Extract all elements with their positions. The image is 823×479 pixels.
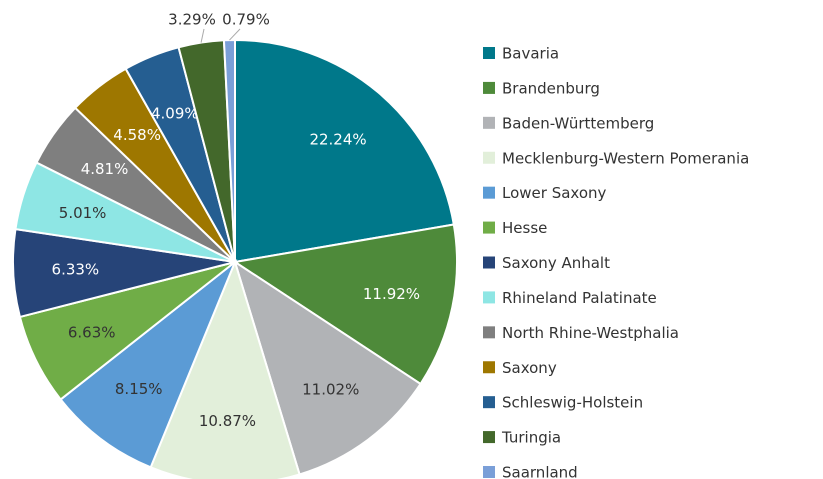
pie-slice	[232, 223, 458, 386]
legend-label: Hesse	[502, 219, 547, 237]
data-label: 3.29%	[168, 11, 216, 29]
legend-label: Bavaria	[502, 45, 559, 63]
legend-label: Turingia	[501, 429, 561, 447]
legend-swatch	[483, 221, 495, 234]
data-label: 22.24%	[309, 130, 366, 148]
pie-slice	[149, 259, 301, 479]
legend-swatch	[483, 361, 495, 374]
legend-label: Saarnland	[502, 464, 578, 479]
legend-swatch	[483, 116, 495, 129]
data-label: 4.58%	[113, 126, 161, 144]
data-label: 8.15%	[115, 380, 163, 398]
data-label: 0.79%	[222, 11, 270, 29]
legend-label: Brandenburg	[502, 79, 600, 97]
legend-label: Mecklenburg-Western Pomerania	[502, 149, 749, 167]
legend-label: Rhineland Palatinate	[502, 289, 657, 307]
legend-label: North Rhine-Westphalia	[502, 324, 679, 342]
data-label: 4.09%	[151, 104, 199, 122]
leader-line	[200, 28, 205, 43]
legend-label: Saxony Anhalt	[502, 254, 610, 272]
legend-swatch	[483, 466, 495, 478]
legend-swatch	[483, 291, 495, 304]
leader-line	[229, 28, 241, 41]
legend-label: Baden-Württemberg	[502, 114, 654, 132]
legend-swatch	[483, 256, 495, 269]
legend-swatch	[483, 326, 495, 339]
legend-swatch	[483, 81, 495, 94]
data-label: 6.63%	[68, 323, 116, 341]
data-label: 10.87%	[199, 412, 256, 430]
legend-label: Saxony	[502, 359, 557, 377]
data-label: 6.33%	[52, 261, 100, 279]
legend-swatch	[483, 396, 495, 409]
pie-slice	[233, 259, 422, 476]
legend-label: Schleswig-Holstein	[502, 394, 643, 412]
data-label: 11.92%	[363, 285, 420, 303]
legend-swatch	[483, 186, 495, 199]
legend-swatch	[483, 151, 495, 164]
data-label: 5.01%	[59, 204, 107, 222]
legend-swatch	[483, 47, 495, 59]
data-label: 11.02%	[302, 380, 359, 398]
legend-swatch	[483, 431, 495, 444]
pie-slice	[59, 258, 238, 469]
data-label: 4.81%	[81, 160, 129, 178]
pie-slice	[222, 38, 236, 263]
pie-slice	[234, 38, 455, 264]
legend-label: Lower Saxony	[502, 184, 607, 202]
